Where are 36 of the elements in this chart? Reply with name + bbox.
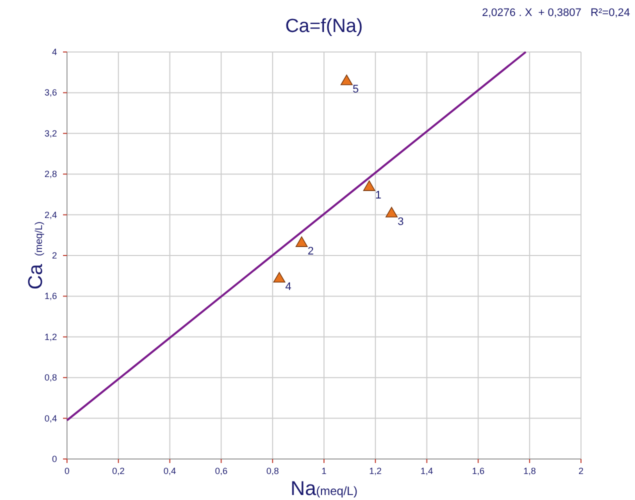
y-tick-label: 0,8 [44,372,57,383]
point [363,180,376,191]
x-tick-label: 0,6 [214,466,228,476]
chart-title: Ca=f(Na) [285,16,363,37]
x-tick-label: 1,8 [523,466,536,476]
x-tick-label: 1 [321,466,327,476]
y-tick-label: 2 [52,250,57,260]
annotation: 1 [375,189,382,202]
y-tick-label: 3,2 [44,128,57,138]
x-tick-label: 0,8 [266,466,279,476]
annotation: 3 [398,216,404,228]
text: 2,0276 . X + 0,3807 R²=0,24 [482,7,630,19]
y-tick-label: 2,4 [44,210,57,220]
y-tick-label: 3,6 [44,88,57,98]
x-tick-label: 1,6 [472,466,484,476]
point [340,74,353,86]
x-tick-label: 2 [578,466,584,476]
x-tick-label: 0,2 [112,466,125,476]
point [386,206,398,218]
point [296,236,308,247]
x-tick-label: 1,4 [420,466,434,476]
annotation: 2 [308,245,314,258]
y-tick-label: 1,6 [44,291,57,302]
point [273,272,286,283]
y-tick-label: 1,2 [44,332,57,342]
y-tick-label: 2,8 [44,169,57,180]
x-tick-label: 0 [64,466,70,476]
y-tick-label: 4 [52,47,57,57]
y-tick-label: 0 [52,454,57,464]
x-tick-label: 0,4 [164,466,176,476]
x-axis-title: Na(meq/L) [290,478,358,500]
annotation: 4 [285,280,292,293]
y-axis-title: Ca (meq/L) [25,221,47,290]
x-tick-label: 1,2 [369,466,382,476]
annotation: 5 [352,84,359,96]
y-tick-label: 0,4 [44,413,57,424]
